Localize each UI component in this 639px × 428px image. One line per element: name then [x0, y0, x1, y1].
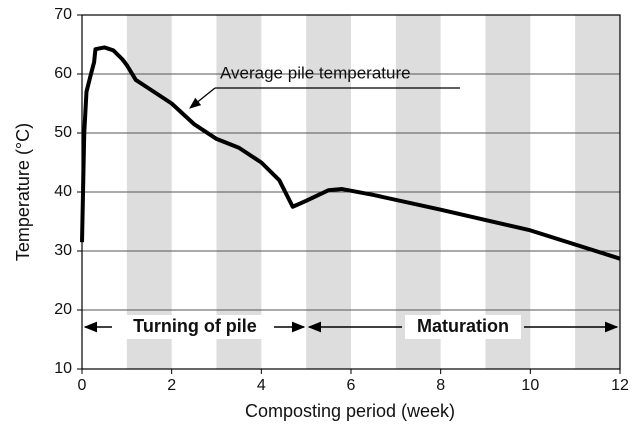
- y-tick-label: 40: [54, 183, 72, 200]
- y-axis-label: Temperature (°C): [13, 123, 33, 261]
- x-tick-label: 12: [611, 377, 629, 394]
- x-axis-label: Composting period (week): [245, 401, 455, 421]
- x-tick-label: 2: [167, 377, 176, 394]
- line-series: [80, 45, 621, 261]
- y-tick-label: 50: [54, 124, 72, 141]
- annotation-bg: [405, 315, 521, 339]
- annotation: Maturation: [417, 316, 509, 336]
- annotation-bg: [115, 315, 271, 339]
- annotation: Turning of pile: [133, 316, 257, 336]
- label-pointer: [189, 87, 216, 109]
- y-tick-label: 70: [54, 6, 72, 23]
- x-tick-label: 6: [347, 377, 356, 394]
- series-label: Average pile temperature: [220, 63, 411, 82]
- y-tick-label: 60: [54, 65, 72, 82]
- x-tick-label: 4: [257, 377, 266, 394]
- x-tick-label: 8: [436, 377, 445, 394]
- x-tick-label: 10: [521, 377, 539, 394]
- y-tick-label: 30: [54, 242, 72, 259]
- y-tick-label: 10: [54, 360, 72, 377]
- y-tick-label: 20: [54, 301, 72, 318]
- x-tick-label: 0: [78, 377, 87, 394]
